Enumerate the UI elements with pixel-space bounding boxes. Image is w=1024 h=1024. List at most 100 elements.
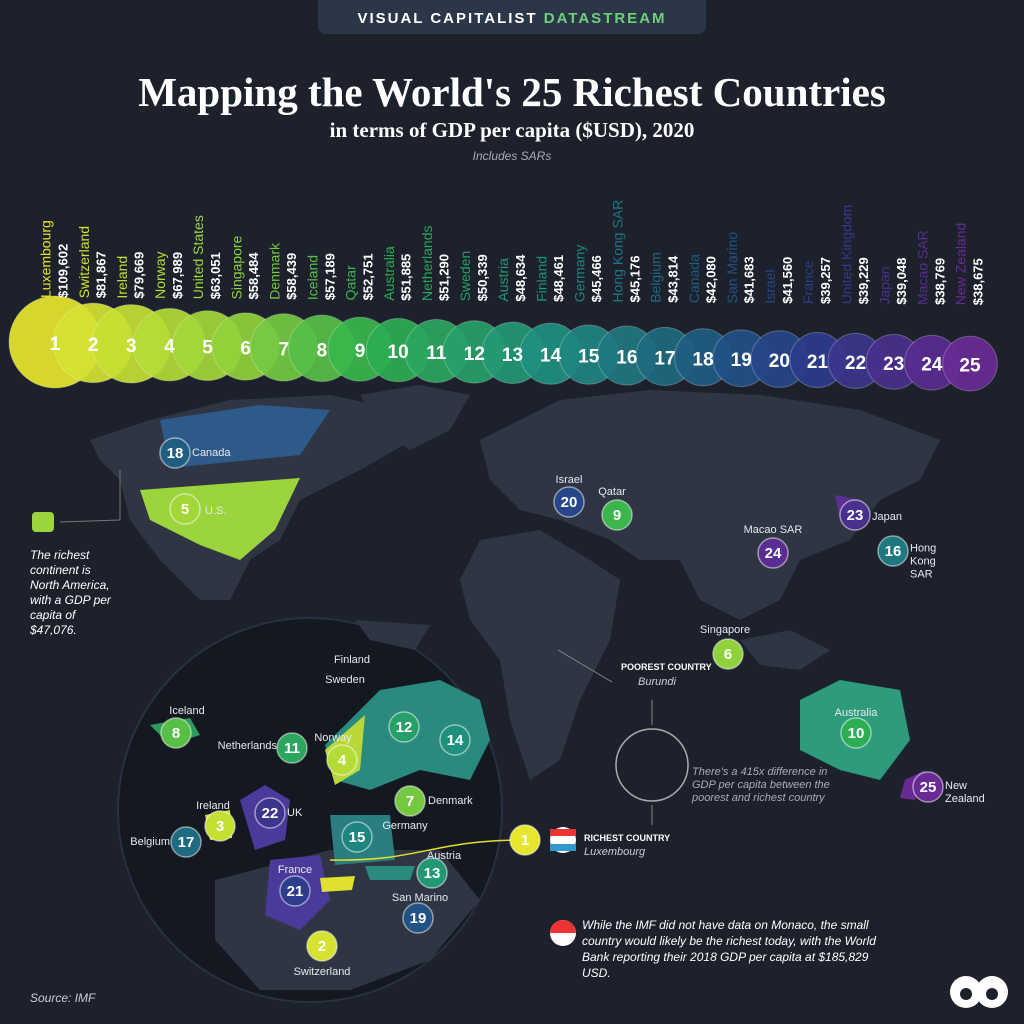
difference-note: There's a 415x difference in GDP per cap… xyxy=(692,766,830,804)
map-label: U.S. xyxy=(205,505,227,517)
flag-netherlands-like xyxy=(550,827,576,853)
country-name: Japan xyxy=(876,266,892,304)
country-name: United States xyxy=(190,215,206,299)
map-label: Macao SAR xyxy=(743,524,803,536)
map-marker xyxy=(601,499,633,531)
country-name: Belgium xyxy=(648,252,664,303)
map-marker xyxy=(840,717,872,749)
gdp-label: $57,189 xyxy=(322,253,337,300)
map-rank: 1 xyxy=(521,832,529,849)
map-marker xyxy=(839,499,871,531)
gdp-label: $52,751 xyxy=(360,253,375,300)
gdp-label: $39,229 xyxy=(856,257,871,304)
map-label: New Zealand xyxy=(945,780,985,805)
map-label: Japan xyxy=(872,511,902,523)
map-rank: 4 xyxy=(338,752,347,769)
country-name: Luxembourg xyxy=(38,220,54,298)
map-label: Norway xyxy=(314,732,352,744)
country-name: Hong Kong SAR xyxy=(610,200,626,303)
brand: VISUAL CAPITALIST DATASTREAM xyxy=(0,10,1024,27)
map-label: UK xyxy=(287,807,303,819)
country-name: France xyxy=(800,260,816,304)
rank-number: 15 xyxy=(578,347,600,368)
map-marker xyxy=(306,930,338,962)
map-rank: 7 xyxy=(406,793,414,810)
map-label: Singapore xyxy=(699,624,751,636)
map-marker xyxy=(170,826,202,858)
rank-number: 12 xyxy=(464,344,485,365)
country-name: Israel xyxy=(762,269,778,303)
rank-number: 19 xyxy=(731,350,752,371)
rank-number: 9 xyxy=(355,341,366,362)
map-label: France xyxy=(277,864,313,876)
map-marker xyxy=(279,875,311,907)
map-label: Austria xyxy=(426,850,462,862)
gdp-label: $38,675 xyxy=(970,258,985,305)
burundi-line xyxy=(557,649,613,683)
map-label: Denmark xyxy=(428,795,473,807)
map-marker xyxy=(416,857,448,889)
map-label: Sweden xyxy=(325,674,365,686)
poorest-heading: POOREST COUNTRY xyxy=(621,662,712,672)
map-rank: 19 xyxy=(410,910,427,927)
map-rank: 9 xyxy=(613,507,621,524)
richest-heading: RICHEST COUNTRY xyxy=(584,833,671,843)
map-marker xyxy=(204,810,236,842)
map-marker xyxy=(712,638,744,670)
richest-name: Luxembourg xyxy=(584,846,646,858)
gdp-label: $67,989 xyxy=(170,252,185,299)
map-marker xyxy=(877,535,909,567)
map-rank: 14 xyxy=(447,732,464,749)
map-marker xyxy=(394,785,426,817)
map-label: Belgium xyxy=(130,836,170,848)
gdp-label: $58,484 xyxy=(246,252,261,300)
country-name: Australia xyxy=(381,246,397,301)
svalbard xyxy=(355,620,430,650)
subtitle: in terms of GDP per capita ($USD), 2020 xyxy=(329,118,695,142)
gdp-label: $39,048 xyxy=(894,258,909,305)
gdp-label: $45,466 xyxy=(589,255,604,302)
country-name: Switzerland xyxy=(76,226,92,298)
country-name: Iceland xyxy=(305,255,321,300)
map-marker xyxy=(757,537,789,569)
rank-number: 24 xyxy=(921,355,943,376)
rank-number: 13 xyxy=(502,345,523,366)
rank-number: 6 xyxy=(240,339,251,360)
map-rank: 2 xyxy=(318,938,326,955)
gdp-label: $51,885 xyxy=(399,254,414,301)
rank-number: 23 xyxy=(883,354,904,375)
gdp-label: $39,257 xyxy=(818,257,833,304)
country-name: Norway xyxy=(152,251,168,298)
rank-number: 18 xyxy=(693,349,714,370)
source: Source: IMF xyxy=(30,991,96,1005)
map-marker xyxy=(553,486,585,518)
map-rank: 11 xyxy=(284,740,300,757)
map-rank: 16 xyxy=(885,543,902,560)
map-label: Finland xyxy=(333,654,371,666)
gdp-label: $41,560 xyxy=(780,257,795,304)
country-name: Canada xyxy=(686,254,702,303)
rank-number: 5 xyxy=(202,338,213,359)
poorest-name: Burundi xyxy=(638,676,676,688)
map-marker xyxy=(388,711,420,743)
luxembourg-line xyxy=(329,839,526,861)
title: Mapping the World's 25 Richest Countries xyxy=(138,69,886,115)
map-rank: 10 xyxy=(848,725,865,742)
map-rank: 20 xyxy=(561,494,578,511)
rank-number: 14 xyxy=(540,346,562,367)
map-label: Netherlands xyxy=(217,740,277,752)
country-name: Finland xyxy=(533,256,549,302)
gdp-label: $109,602 xyxy=(55,244,70,298)
map-marker xyxy=(341,821,373,853)
map-marker xyxy=(326,744,358,776)
map-rank: 13 xyxy=(424,865,441,882)
country-name: Denmark xyxy=(266,242,282,300)
rank-number: 21 xyxy=(807,352,829,373)
rank-number: 1 xyxy=(50,334,61,355)
rank-number: 3 xyxy=(126,336,137,357)
map-rank: 12 xyxy=(396,719,413,736)
map-marker xyxy=(402,902,434,934)
europe-map xyxy=(150,680,490,990)
map-marker xyxy=(509,824,541,856)
gdp-label: $38,769 xyxy=(932,258,947,305)
